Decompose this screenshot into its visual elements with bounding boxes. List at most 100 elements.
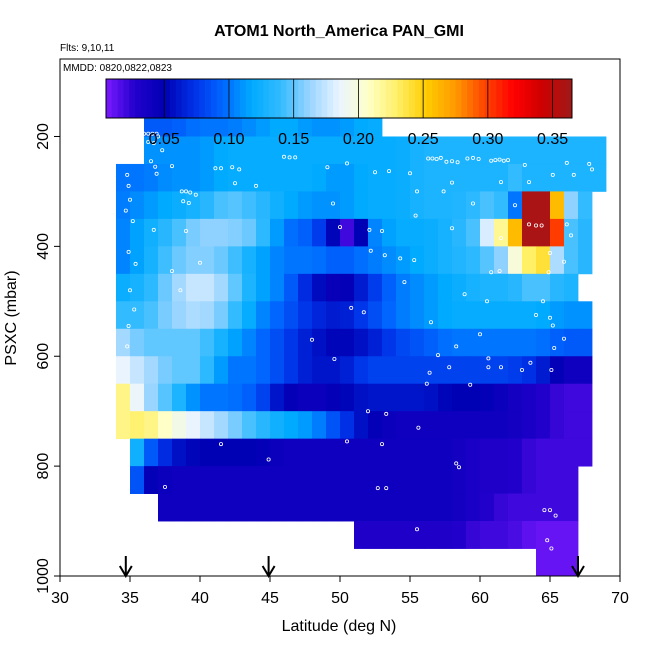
- heatmap-cell: [228, 438, 243, 467]
- sample-point: [193, 192, 198, 197]
- sample-point: [365, 409, 370, 414]
- heatmap-cell: [298, 493, 313, 522]
- heatmap-cell: [550, 411, 565, 440]
- heatmap-cell: [382, 328, 397, 357]
- heatmap-cell: [452, 493, 467, 522]
- x-tick-label: 35: [121, 590, 139, 607]
- heatmap-cell: [340, 493, 355, 522]
- heatmap-cell: [578, 191, 593, 220]
- sample-point: [414, 189, 419, 194]
- colorbar-segment: [443, 79, 451, 118]
- sample-point: [447, 365, 452, 370]
- heatmap-cell: [312, 466, 327, 494]
- sample-point: [541, 299, 546, 304]
- colorbar-segment: [461, 79, 468, 118]
- colorbar-segment: [187, 79, 194, 118]
- heatmap-cell: [214, 411, 229, 440]
- sample-point: [542, 508, 547, 513]
- heatmap-cell: [410, 163, 425, 192]
- heatmap-cell: [382, 246, 397, 275]
- heatmap-cell: [270, 191, 285, 220]
- heatmap-cell: [480, 273, 495, 302]
- sample-point: [462, 292, 467, 297]
- colorbar-segment: [205, 79, 212, 118]
- dates-label: MMDD: 0820,0822,0823: [63, 63, 172, 74]
- heatmap-cell: [480, 438, 495, 467]
- heatmap-cell: [270, 466, 285, 494]
- sample-point: [534, 312, 539, 317]
- heatmap-cell: [536, 218, 551, 247]
- heatmap-cell: [564, 521, 579, 549]
- heatmap-cell: [564, 246, 579, 275]
- sample-point: [368, 248, 373, 253]
- heatmap-cell: [354, 356, 369, 385]
- heatmap-cell: [410, 383, 425, 412]
- sample-point: [549, 546, 554, 551]
- sample-point: [486, 365, 491, 370]
- sample-point: [162, 484, 167, 489]
- sample-point: [424, 381, 429, 386]
- heatmap-cell: [578, 136, 593, 165]
- heatmap-cell: [466, 438, 481, 467]
- heatmap-cell: [494, 383, 509, 412]
- sample-point: [470, 155, 475, 160]
- sample-point: [126, 183, 131, 188]
- sample-point: [281, 154, 286, 159]
- colorbar-segment: [251, 79, 258, 118]
- heatmap-cell: [228, 356, 243, 385]
- heatmap-cell: [480, 328, 495, 357]
- sample-point: [188, 190, 193, 195]
- colorbar-segment: [274, 79, 282, 118]
- heatmap-cell: [284, 383, 299, 412]
- heatmap-cell: [144, 163, 159, 192]
- heatmap-cell: [326, 273, 341, 302]
- heatmap-cell: [256, 246, 271, 275]
- colorbar-segment: [414, 79, 421, 118]
- sample-point: [465, 156, 470, 161]
- heatmap-cell: [396, 301, 411, 330]
- heatmap-cell: [256, 273, 271, 302]
- heatmap-cell: [466, 246, 481, 275]
- heatmap-cell: [172, 493, 187, 522]
- colorbar-segment: [531, 79, 538, 118]
- colorbar-segment: [467, 79, 474, 118]
- heatmap-cell: [200, 136, 215, 165]
- heatmap-cell: [410, 411, 425, 440]
- heatmap-cell: [312, 411, 327, 440]
- sample-point: [232, 181, 237, 186]
- sample-point: [237, 167, 242, 172]
- heatmap-cell: [396, 273, 411, 302]
- heatmap-cell: [382, 438, 397, 467]
- heatmap-cell: [186, 328, 201, 357]
- sample-point: [435, 353, 440, 358]
- heatmap-cell: [130, 466, 145, 494]
- colorbar-segment: [339, 79, 346, 118]
- colorbar-segment: [269, 79, 276, 118]
- heatmap-cell: [116, 218, 131, 247]
- heatmap-cell: [228, 383, 243, 412]
- sample-point: [455, 160, 460, 165]
- heatmap-cell: [130, 328, 145, 357]
- colorbar-segment: [496, 79, 503, 118]
- heatmap-cell: [494, 246, 509, 275]
- sample-point: [454, 344, 459, 349]
- heatmap-cell: [382, 163, 397, 192]
- heatmap-cell: [452, 411, 467, 440]
- heatmap-cell: [578, 411, 593, 440]
- heatmap-cell: [480, 383, 495, 412]
- heatmap-cell: [480, 136, 495, 165]
- heatmap-cell: [326, 383, 341, 412]
- heatmap-cell: [228, 273, 243, 302]
- colorbar-segment: [472, 79, 480, 118]
- sample-point: [141, 131, 146, 136]
- heatmap-cell: [256, 466, 271, 494]
- sample-point: [125, 172, 130, 177]
- sample-point: [266, 457, 271, 462]
- heatmap-cell: [494, 301, 509, 330]
- heatmap-cell: [368, 521, 383, 549]
- sample-point: [438, 155, 443, 160]
- sample-point: [476, 156, 481, 161]
- sample-point: [564, 160, 569, 165]
- heatmap-cell: [368, 163, 383, 192]
- sample-point: [520, 367, 525, 372]
